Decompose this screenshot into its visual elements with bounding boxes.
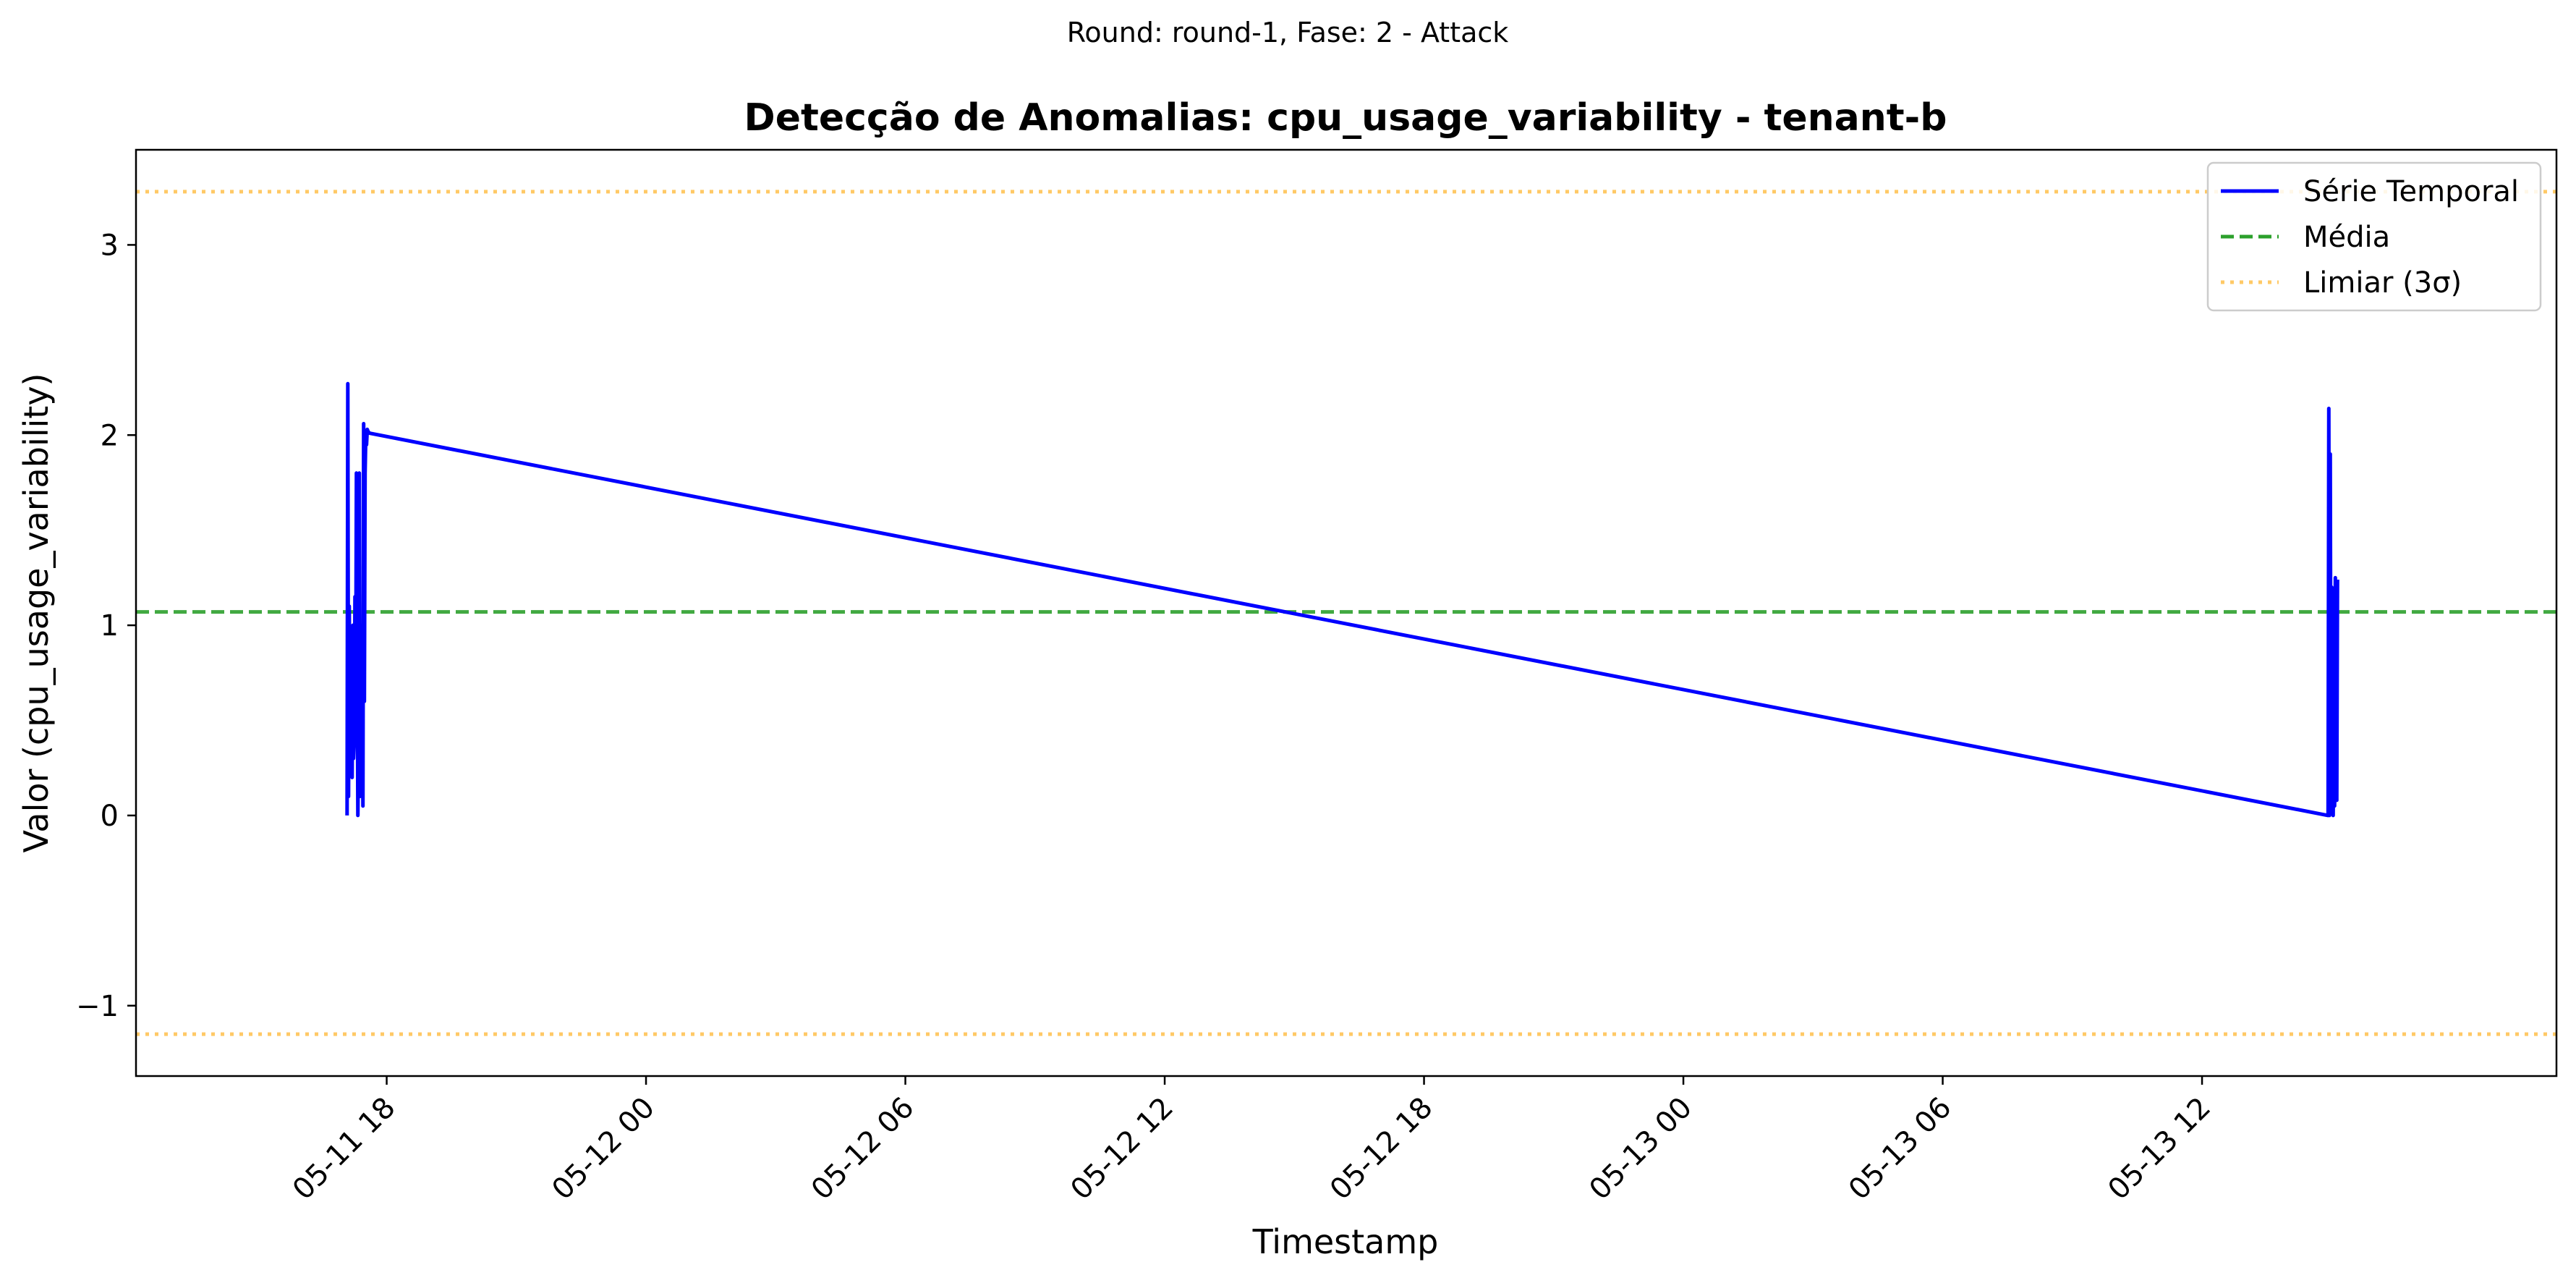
x-axis: 05-11 18 05-12 00 05-12 06 05-12 12 05-12 18… <box>286 1076 2217 1206</box>
x-tick-label: 05-11 18 <box>286 1091 402 1207</box>
x-tick-label: 05-13 12 <box>2101 1091 2217 1207</box>
y-tick-label: 2 <box>101 419 119 452</box>
x-tick-label: 05-13 06 <box>1842 1091 1958 1207</box>
x-tick-label: 05-12 18 <box>1324 1091 1440 1207</box>
x-tick-label: 05-12 06 <box>805 1091 921 1207</box>
x-axis-label: Timestamp <box>1252 1222 1439 1261</box>
y-tick-label: −1 <box>76 990 119 1023</box>
y-tick-label: 1 <box>101 609 119 643</box>
plot-area <box>136 190 2556 1036</box>
axes-frame <box>135 148 2558 1077</box>
legend: Série Temporal Média Limiar (3σ) <box>2206 161 2542 312</box>
x-tick-label: 05-12 12 <box>1064 1091 1180 1207</box>
legend-frame <box>2206 161 2542 312</box>
x-tick-label: 05-13 00 <box>1583 1091 1699 1207</box>
legend-label-media: Média <box>2303 221 2390 254</box>
x-tick-label: 05-12 00 <box>545 1091 661 1207</box>
series-line-serie-temporal <box>345 381 2339 818</box>
figure-suptitle: Round: round-1, Fase: 2 - Attack <box>1067 17 1509 48</box>
y-tick-label: 0 <box>101 800 119 833</box>
legend-label-serie-temporal: Série Temporal <box>2303 175 2519 208</box>
legend-label-limiar: Limiar (3σ) <box>2303 266 2462 300</box>
y-axis-label: Valor (cpu_usage_variability) <box>17 373 56 853</box>
chart-title: Detecção de Anomalias: cpu_usage_variabi… <box>744 96 1947 140</box>
y-axis: −1 0 1 2 3 <box>76 229 136 1023</box>
y-tick-label: 3 <box>101 229 119 262</box>
